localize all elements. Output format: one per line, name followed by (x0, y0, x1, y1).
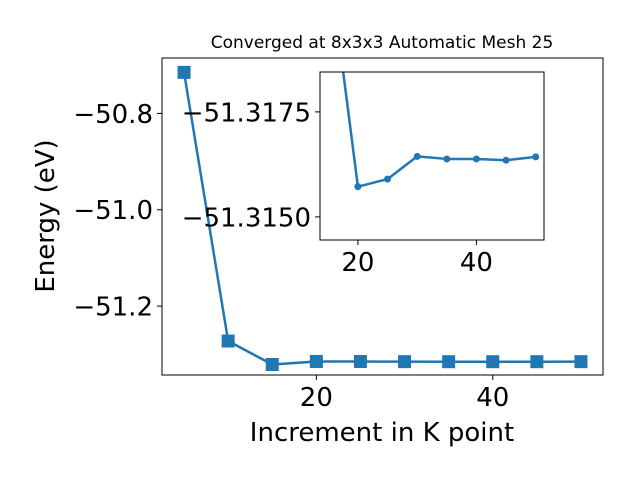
data-point (443, 155, 451, 163)
data-point (486, 355, 500, 369)
data-point (177, 65, 191, 79)
main-series (177, 65, 588, 371)
chart-title: Converged at 8x3x3 Automatic Mesh 25 (211, 33, 554, 53)
x-tick-label: 40 (460, 248, 493, 278)
data-point (353, 355, 367, 369)
data-point (530, 355, 544, 369)
y-tick-label: −50.8 (73, 100, 153, 130)
y-tick-label: −51.2 (73, 292, 153, 322)
inset-series (341, 72, 540, 191)
inset-plot: 20 40 −51.3175−51.3150 (182, 71, 545, 278)
y-tick-label: −51.3150 (182, 203, 311, 233)
x-axis-label: Increment in K point (250, 418, 514, 448)
inset-y-ticks: −51.3175 −51.3150 (182, 98, 320, 233)
y-tick-label: −51.0 (73, 196, 153, 226)
data-point (354, 183, 362, 191)
main-y-ticks: −50.8 −51.0 −51.2 (73, 100, 162, 322)
main-x-ticks: 20 40 (300, 375, 509, 413)
inset-plot-frame (319, 71, 545, 241)
main-plot-frame (161, 57, 604, 376)
data-point (532, 153, 540, 161)
x-tick-label: 40 (476, 383, 509, 413)
data-point (221, 334, 235, 348)
y-tick-label: −51.3175 (182, 98, 311, 128)
data-point (442, 355, 456, 369)
data-point (384, 175, 392, 183)
y-axis-label: Energy (eV) (31, 139, 61, 292)
data-point (309, 354, 323, 368)
x-tick-label: 20 (341, 248, 374, 278)
data-point (398, 355, 412, 369)
inset-background (320, 72, 544, 240)
data-point (413, 152, 421, 160)
series-line (341, 72, 536, 188)
inset-x-ticks: 20 40 (341, 240, 493, 278)
x-tick-label: 20 (300, 383, 333, 413)
data-point (574, 355, 588, 369)
data-point (265, 357, 279, 371)
main-plot: Converged at 8x3x3 Automatic Mesh 25 20 4… (31, 33, 604, 448)
series-line (182, 72, 581, 366)
data-point (502, 156, 510, 164)
data-point (472, 155, 480, 163)
